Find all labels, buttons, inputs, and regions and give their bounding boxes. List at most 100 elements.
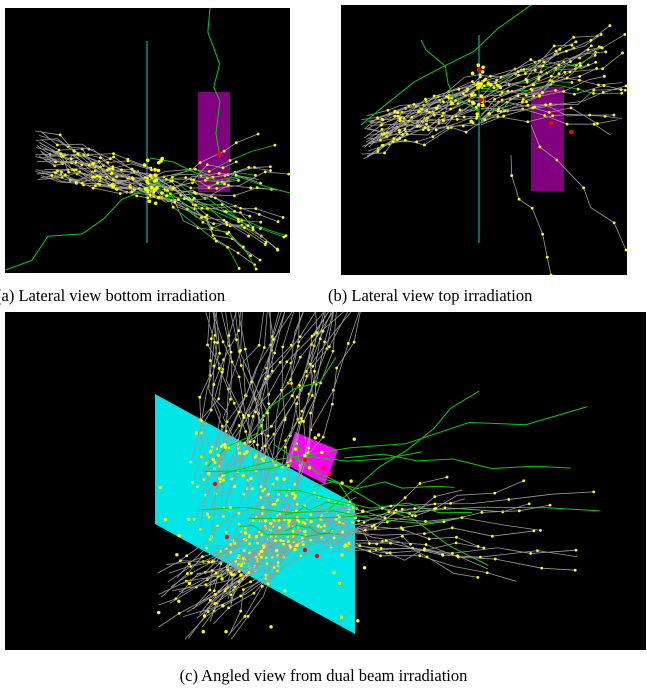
interaction-point (222, 478, 225, 482)
interaction-point (476, 63, 481, 67)
interaction-point (379, 138, 382, 142)
interaction-point (76, 152, 80, 156)
interaction-point (278, 526, 281, 530)
interaction-point (601, 67, 604, 71)
interaction-point (276, 561, 280, 564)
interaction-point (243, 452, 246, 456)
interaction-point (54, 171, 57, 175)
interaction-point (248, 214, 252, 218)
interaction-point (576, 87, 580, 91)
interaction-point (60, 170, 63, 174)
interaction-point (545, 255, 549, 259)
interaction-point (230, 477, 234, 481)
interaction-point (475, 115, 479, 118)
interaction-point (266, 374, 270, 378)
interaction-point (247, 414, 251, 418)
interaction-point (247, 571, 251, 575)
interaction-point (200, 216, 203, 219)
interaction-point (249, 580, 253, 584)
interaction-point (393, 114, 397, 118)
interaction-point (298, 383, 301, 387)
interaction-point (244, 430, 248, 433)
interaction-point (187, 562, 191, 566)
particle-track (5, 187, 151, 271)
interaction-point (61, 154, 65, 158)
energy-deposit (224, 534, 230, 540)
interaction-point (224, 629, 228, 634)
energy-deposit (548, 120, 554, 126)
interaction-point (462, 115, 466, 119)
interaction-point (254, 410, 258, 414)
interaction-point (376, 116, 379, 120)
interaction-point (469, 119, 473, 124)
interaction-point (110, 171, 114, 175)
interaction-point (562, 89, 566, 93)
interaction-point (259, 227, 262, 230)
interaction-point (392, 137, 396, 140)
interaction-point (526, 103, 530, 107)
interaction-point (361, 509, 365, 513)
interaction-point (449, 100, 453, 103)
interaction-point (252, 591, 256, 595)
interaction-point (262, 346, 266, 349)
interaction-point (224, 530, 228, 534)
interaction-point (259, 485, 263, 489)
interaction-point (213, 340, 217, 344)
interaction-point (474, 105, 478, 109)
interaction-point (364, 528, 367, 532)
interaction-point (239, 573, 243, 577)
particle-track (284, 501, 345, 516)
interaction-point (235, 338, 238, 342)
interaction-point (152, 188, 157, 192)
interaction-point (480, 103, 485, 108)
interaction-point (592, 490, 596, 494)
interaction-point (246, 224, 250, 228)
interaction-point (476, 575, 480, 579)
interaction-point (557, 63, 561, 67)
interaction-point (382, 132, 386, 136)
interaction-point (276, 514, 279, 517)
interaction-point (241, 245, 245, 249)
interaction-point (226, 245, 229, 249)
interaction-point (352, 437, 356, 441)
interaction-point (228, 159, 232, 162)
interaction-point (496, 115, 500, 118)
interaction-point (624, 248, 627, 252)
interaction-point (238, 451, 242, 455)
simulation-panel-lateral-top (341, 5, 627, 275)
interaction-point (457, 87, 461, 91)
interaction-point (58, 133, 62, 137)
interaction-point (383, 516, 387, 520)
interaction-point (387, 510, 391, 514)
interaction-point (296, 518, 299, 522)
interaction-point (425, 122, 428, 126)
interaction-point (548, 503, 552, 507)
interaction-point (222, 218, 226, 222)
interaction-point (202, 614, 207, 618)
interaction-point (283, 418, 287, 422)
interaction-point (295, 502, 299, 506)
interaction-point (269, 522, 273, 525)
interaction-point (291, 529, 295, 533)
interaction-point (226, 183, 230, 187)
interaction-point (194, 203, 197, 207)
interaction-point (163, 517, 168, 522)
interaction-point (454, 541, 458, 545)
interaction-point (242, 492, 246, 496)
interaction-point (184, 176, 188, 180)
interaction-point (442, 520, 446, 524)
particle-track (201, 506, 460, 524)
interaction-point (544, 103, 548, 107)
interaction-point (332, 536, 336, 540)
interaction-point (270, 424, 273, 428)
interaction-point (533, 68, 537, 72)
interaction-point (239, 609, 243, 613)
interaction-point (287, 172, 290, 176)
interaction-point (193, 190, 196, 194)
interaction-point (260, 555, 263, 559)
interaction-point (218, 351, 221, 355)
interaction-point (612, 113, 616, 117)
interaction-point (234, 160, 238, 164)
interaction-point (433, 495, 437, 499)
interaction-point (346, 342, 350, 345)
